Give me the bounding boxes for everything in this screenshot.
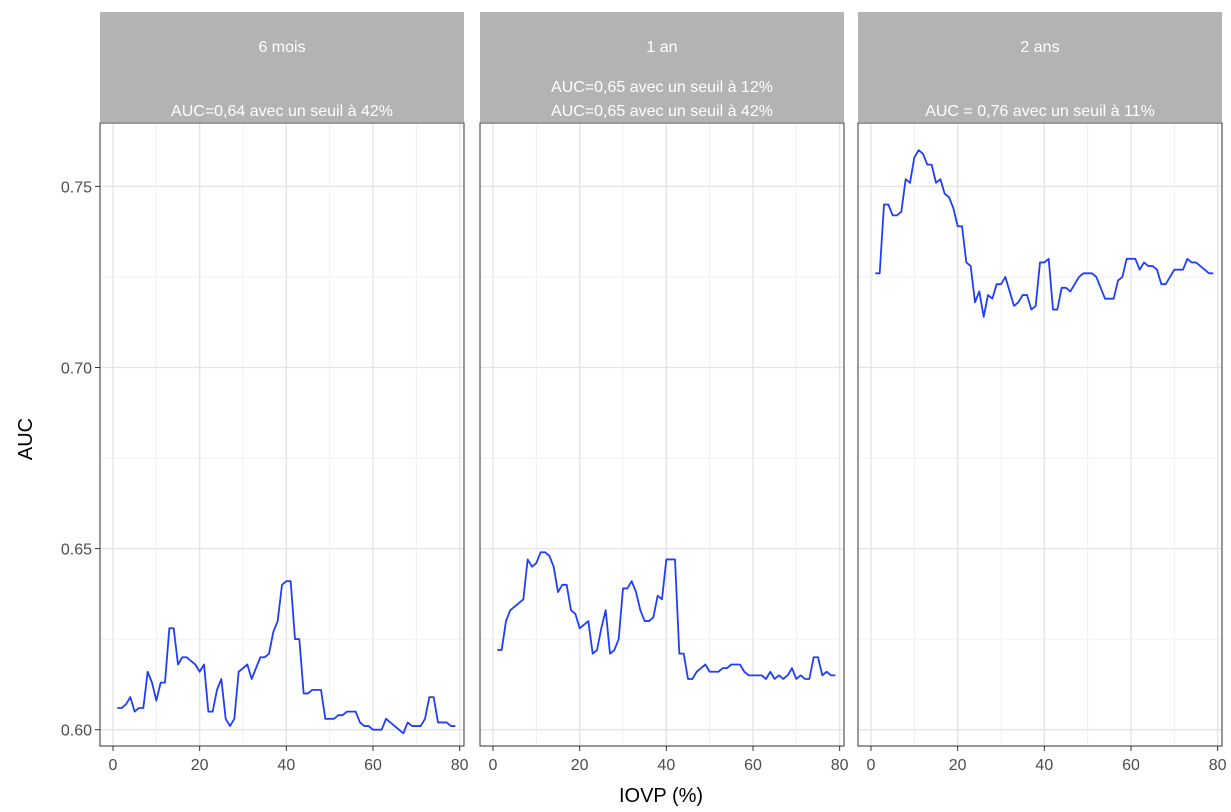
panel-title-line: 2 ans [1020, 39, 1059, 56]
x-tick-label: 0 [109, 757, 118, 774]
y-axis-title: AUC [15, 418, 37, 460]
panel-title-line: AUC = 0,76 avec un seuil à 11% [925, 103, 1155, 120]
x-tick-label: 60 [364, 757, 382, 774]
panel-strip [100, 12, 464, 122]
x-tick-label: 0 [867, 757, 876, 774]
x-tick-label: 60 [744, 757, 762, 774]
panel-border [479, 122, 845, 747]
y-tick-label: 0.75 [61, 179, 92, 196]
x-tick-label: 40 [1035, 757, 1053, 774]
x-tick-label: 20 [571, 757, 589, 774]
panel-title-line: AUC=0,65 avec un seuil à 42% [551, 103, 773, 120]
panel-border [99, 122, 465, 747]
panel-title-line: AUC=0,64 avec un seuil à 42% [171, 103, 393, 120]
x-tick-label: 0 [489, 757, 498, 774]
x-tick-label: 80 [831, 757, 849, 774]
y-tick-label: 0.60 [61, 723, 92, 740]
panel-title-line: 1 an [646, 39, 677, 56]
panel-title-line: AUC=0,65 avec un seuil à 12% [551, 79, 773, 96]
series-line [875, 149, 1214, 318]
x-tick-label: 40 [657, 757, 675, 774]
series-line [117, 580, 456, 735]
x-tick-label: 40 [277, 757, 295, 774]
panel-border [857, 122, 1223, 747]
x-tick-label: 80 [451, 757, 469, 774]
y-tick-label: 0.65 [61, 542, 92, 559]
panel-title-line: 6 mois [258, 39, 305, 56]
x-axis-title: IOVP (%) [619, 785, 703, 807]
panel-strip [858, 12, 1222, 122]
x-tick-label: 20 [949, 757, 967, 774]
x-tick-label: 20 [191, 757, 209, 774]
x-tick-label: 80 [1209, 757, 1227, 774]
series-line [497, 551, 836, 680]
y-tick-label: 0.70 [61, 360, 92, 377]
x-tick-label: 60 [1122, 757, 1140, 774]
panel-strip [480, 12, 844, 122]
